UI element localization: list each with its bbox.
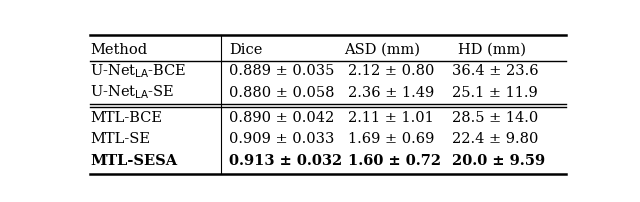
Text: 0.880 ± 0.058: 0.880 ± 0.058 — [229, 86, 334, 100]
Text: 2.11 ± 1.01: 2.11 ± 1.01 — [348, 111, 433, 125]
Text: 1.69 ± 0.69: 1.69 ± 0.69 — [348, 133, 434, 146]
Text: 25.1 ± 11.9: 25.1 ± 11.9 — [452, 86, 538, 100]
Text: 28.5 ± 14.0: 28.5 ± 14.0 — [452, 111, 538, 125]
Text: 0.890 ± 0.042: 0.890 ± 0.042 — [229, 111, 334, 125]
Text: 22.4 ± 9.80: 22.4 ± 9.80 — [452, 133, 538, 146]
Text: 0.913 ± 0.032: 0.913 ± 0.032 — [229, 154, 342, 168]
Text: 2.36 ± 1.49: 2.36 ± 1.49 — [348, 86, 434, 100]
Text: 0.889 ± 0.035: 0.889 ± 0.035 — [229, 64, 334, 78]
Text: MTL-SE: MTL-SE — [90, 133, 150, 146]
Text: 20.0 ± 9.59: 20.0 ± 9.59 — [452, 154, 545, 168]
Text: MTL-SESA: MTL-SESA — [90, 154, 177, 168]
Text: U-Net$_{\mathrm{LA}}$-BCE: U-Net$_{\mathrm{LA}}$-BCE — [90, 62, 186, 80]
Text: 1.60 ± 0.72: 1.60 ± 0.72 — [348, 154, 441, 168]
Text: ASD (mm): ASD (mm) — [344, 43, 420, 57]
Text: MTL-BCE: MTL-BCE — [90, 111, 162, 125]
Text: Dice: Dice — [230, 43, 263, 57]
Text: U-Net$_{\mathrm{LA}}$-SE: U-Net$_{\mathrm{LA}}$-SE — [90, 84, 174, 101]
Text: 36.4 ± 23.6: 36.4 ± 23.6 — [452, 64, 539, 78]
Text: HD (mm): HD (mm) — [458, 43, 525, 57]
Text: 2.12 ± 0.80: 2.12 ± 0.80 — [348, 64, 434, 78]
Text: 0.909 ± 0.033: 0.909 ± 0.033 — [229, 133, 334, 146]
Text: Method: Method — [90, 43, 147, 57]
